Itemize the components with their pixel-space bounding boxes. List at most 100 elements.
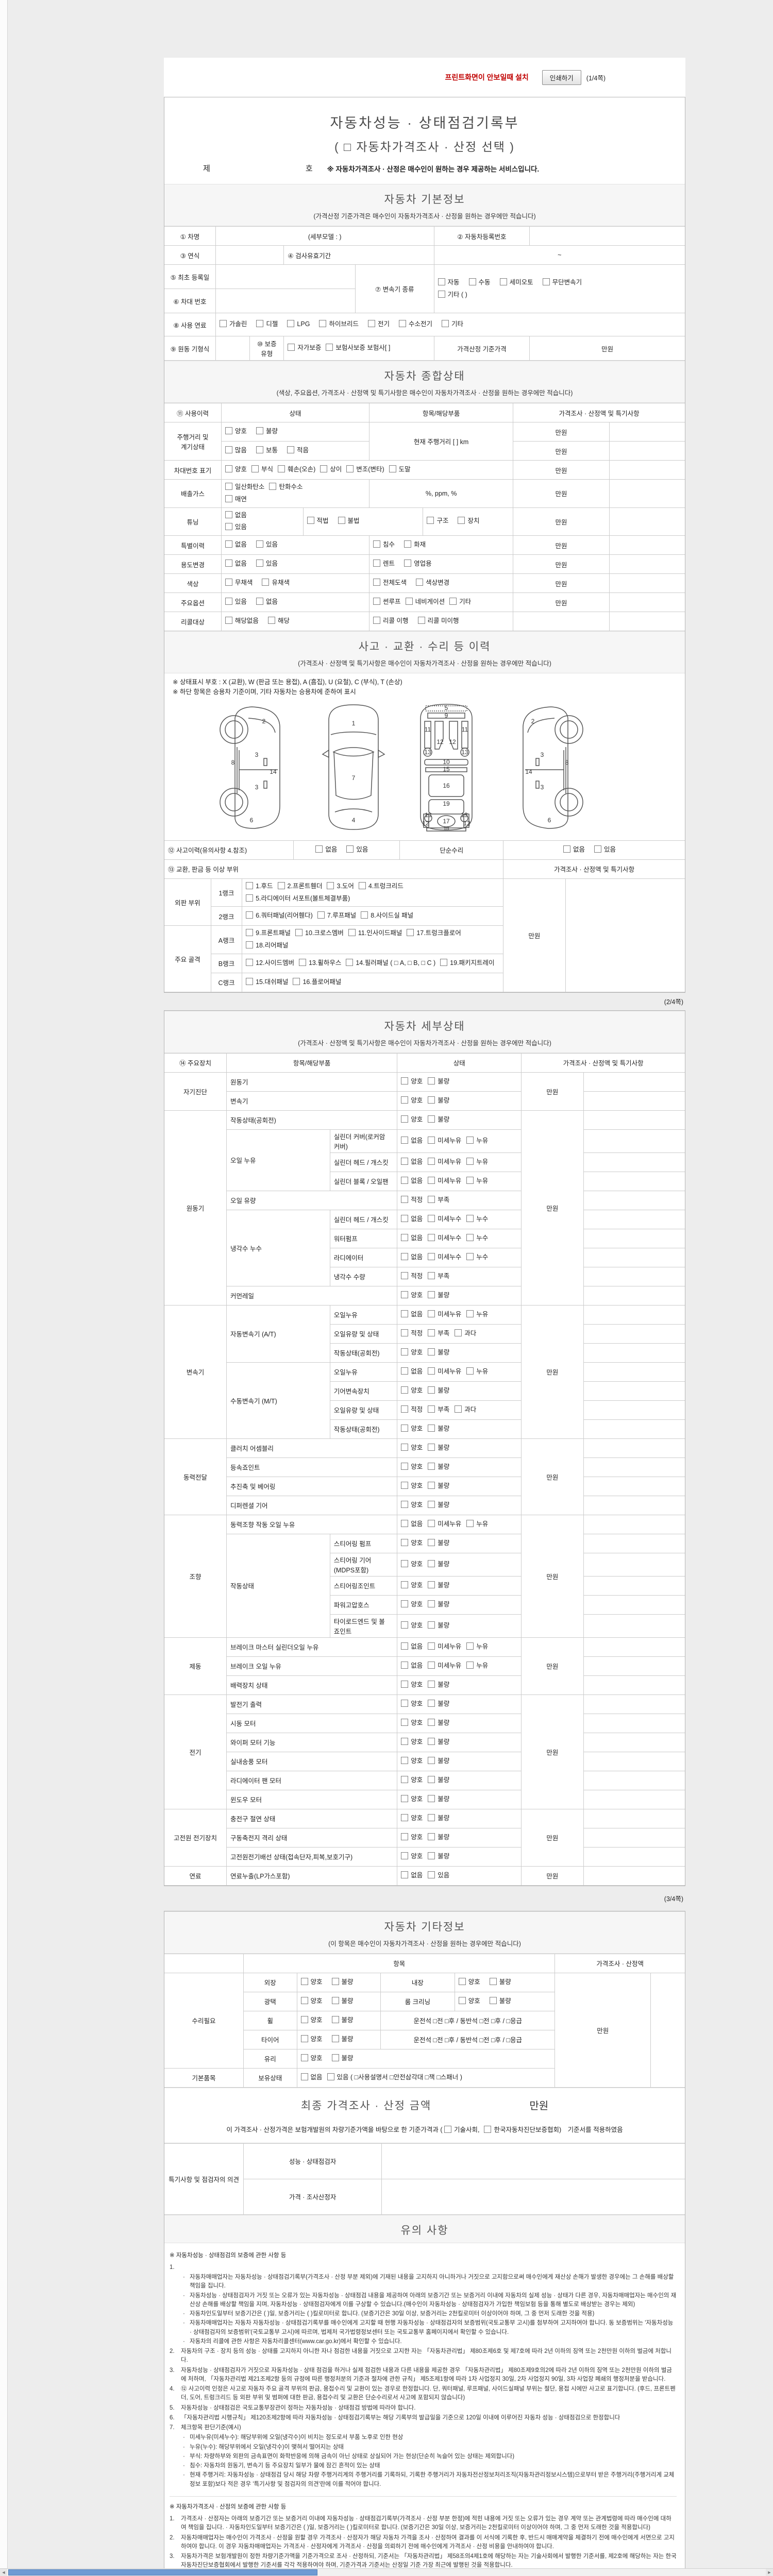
checkbox-option[interactable]: 자가보증: [288, 342, 321, 354]
checkbox-option[interactable]: 불량: [331, 2033, 354, 2046]
checkbox-icon[interactable]: [256, 427, 263, 435]
checkbox-option[interactable]: 불법: [338, 515, 360, 528]
checkbox-option[interactable]: 있음: [594, 844, 616, 856]
checkbox-icon[interactable]: [401, 1814, 409, 1821]
checkbox-option[interactable]: 불량: [428, 1851, 449, 1863]
scrollbar-thumb[interactable]: [8, 2569, 317, 2575]
engine-type-field[interactable]: [215, 336, 250, 361]
checkbox-option[interactable]: 구조: [427, 515, 448, 528]
checkbox-option[interactable]: 보험사보증 보험사[ ]: [326, 342, 390, 354]
checkbox-option[interactable]: 불량: [428, 1774, 449, 1787]
print-install-notice[interactable]: 프린트화면이 안보일때 설치: [445, 73, 529, 81]
checkbox-icon[interactable]: [416, 579, 424, 586]
checkbox-option[interactable]: 양호: [401, 1736, 423, 1749]
checkbox-icon[interactable]: [346, 958, 354, 966]
checkbox-icon[interactable]: [401, 1096, 409, 1104]
checkbox-option[interactable]: 미세누유: [428, 1156, 461, 1168]
checkbox-icon[interactable]: [441, 320, 449, 328]
checkbox-icon[interactable]: [277, 882, 285, 889]
checkbox-icon[interactable]: [428, 1405, 435, 1413]
remark-field[interactable]: [583, 1770, 685, 1790]
checkbox-option[interactable]: 적정: [401, 1328, 423, 1340]
checkbox-icon[interactable]: [331, 1996, 339, 2004]
checkbox-option[interactable]: 미세누유: [428, 1175, 461, 1188]
checkbox-option[interactable]: 12.사이드멤버: [246, 957, 294, 970]
checkbox-option[interactable]: 불량: [428, 1736, 449, 1749]
checkbox-icon[interactable]: [468, 278, 476, 285]
checkbox-option[interactable]: 13.휠하우스: [298, 957, 341, 970]
checkbox-icon[interactable]: [346, 465, 354, 473]
checkbox-icon[interactable]: [401, 1852, 409, 1859]
checkbox-option[interactable]: 불량: [428, 1076, 449, 1088]
checkbox-icon[interactable]: [219, 320, 227, 328]
checkbox-option[interactable]: 양호: [401, 1755, 423, 1768]
checkbox-icon[interactable]: [373, 598, 381, 605]
checkbox-option[interactable]: 누수: [466, 1251, 488, 1264]
checkbox-option[interactable]: 불량: [428, 1461, 449, 1473]
checkbox-icon[interactable]: [401, 1756, 409, 1764]
remark-field[interactable]: [583, 1072, 685, 1092]
checkbox-icon[interactable]: [401, 1077, 409, 1084]
checkbox-icon[interactable]: [401, 1424, 409, 1432]
checkbox-option[interactable]: 있음: [256, 539, 278, 551]
checkbox-option[interactable]: 17.트렁크플로어: [407, 927, 461, 940]
checkbox-icon[interactable]: [331, 1977, 339, 1985]
checkbox-option[interactable]: 불량: [428, 1095, 449, 1107]
checkbox-option[interactable]: 침수: [373, 539, 395, 551]
checkbox-icon[interactable]: [327, 2073, 334, 2080]
remark-field[interactable]: [583, 1656, 685, 1676]
remark-field[interactable]: [583, 1228, 685, 1248]
checkbox-icon[interactable]: [405, 598, 413, 605]
remark-field[interactable]: [583, 1614, 685, 1638]
checkbox-icon[interactable]: [256, 598, 263, 605]
checkbox-icon[interactable]: [427, 517, 434, 524]
price-field[interactable]: 만원: [521, 1438, 584, 1515]
checkbox-option[interactable]: 불량: [331, 2053, 354, 2065]
checkbox-option[interactable]: 미세누유: [428, 1518, 461, 1531]
checkbox-icon[interactable]: [563, 845, 571, 853]
checkbox-option[interactable]: 누유: [466, 1156, 488, 1168]
checkbox-icon[interactable]: [225, 617, 232, 624]
checkbox-option[interactable]: 리콜 이행: [373, 615, 409, 628]
checkbox-option[interactable]: 7.루프패널: [317, 910, 356, 922]
remark-field[interactable]: [583, 1713, 685, 1733]
checkbox-icon[interactable]: [428, 1814, 435, 1821]
checkbox-option[interactable]: 불량: [428, 1442, 449, 1454]
checkbox-option[interactable]: 불량: [428, 1290, 449, 1302]
checkbox-option[interactable]: 있음: [225, 521, 247, 534]
checkbox-option[interactable]: 양호: [458, 1995, 480, 2008]
checkbox-option[interactable]: 불량: [428, 1599, 449, 1611]
remark-field[interactable]: [583, 1595, 685, 1615]
price-field[interactable]: 만원: [521, 1694, 584, 1809]
checkbox-option[interactable]: 무단변속기: [542, 277, 582, 289]
checkbox-option[interactable]: 많음: [225, 445, 247, 457]
checkbox-option[interactable]: 2.프론트휀더: [277, 880, 322, 893]
checkbox-icon[interactable]: [466, 1214, 474, 1222]
checkbox-option[interactable]: 없음: [225, 539, 247, 551]
checkbox-option[interactable]: 가솔린: [219, 318, 247, 331]
checkbox-option[interactable]: 누수: [466, 1213, 488, 1226]
checkbox-option[interactable]: 변조(변타): [346, 464, 384, 476]
checkbox-option[interactable]: 미세누유: [428, 1135, 461, 1147]
checkbox-icon[interactable]: [269, 483, 277, 490]
remark-field[interactable]: [583, 1381, 685, 1401]
checkbox-icon[interactable]: [225, 579, 232, 586]
checkbox-option[interactable]: 수동: [468, 277, 491, 289]
checkbox-option[interactable]: 양호: [401, 1385, 423, 1397]
checkbox-icon[interactable]: [225, 495, 232, 502]
checkbox-icon[interactable]: [401, 1136, 409, 1144]
checkbox-option[interactable]: 10.크로스멤버: [295, 927, 344, 940]
year-field[interactable]: [215, 245, 284, 265]
checkbox-option[interactable]: 불량: [428, 1499, 449, 1512]
checkbox-option[interactable]: 없음: [563, 844, 585, 856]
checkbox-icon[interactable]: [428, 1718, 435, 1726]
checkbox-icon[interactable]: [246, 941, 254, 948]
checkbox-icon[interactable]: [428, 1462, 435, 1470]
checkbox-option[interactable]: 불량: [428, 1114, 449, 1126]
checkbox-icon[interactable]: [401, 1642, 409, 1650]
checkbox-option[interactable]: 19.패키지트레이: [440, 957, 495, 970]
print-button[interactable]: 인쇄하기: [542, 70, 581, 85]
checkbox-option[interactable]: 양호: [401, 1480, 423, 1493]
checkbox-icon[interactable]: [401, 1233, 409, 1241]
checkbox-option[interactable]: 양호: [225, 426, 247, 438]
